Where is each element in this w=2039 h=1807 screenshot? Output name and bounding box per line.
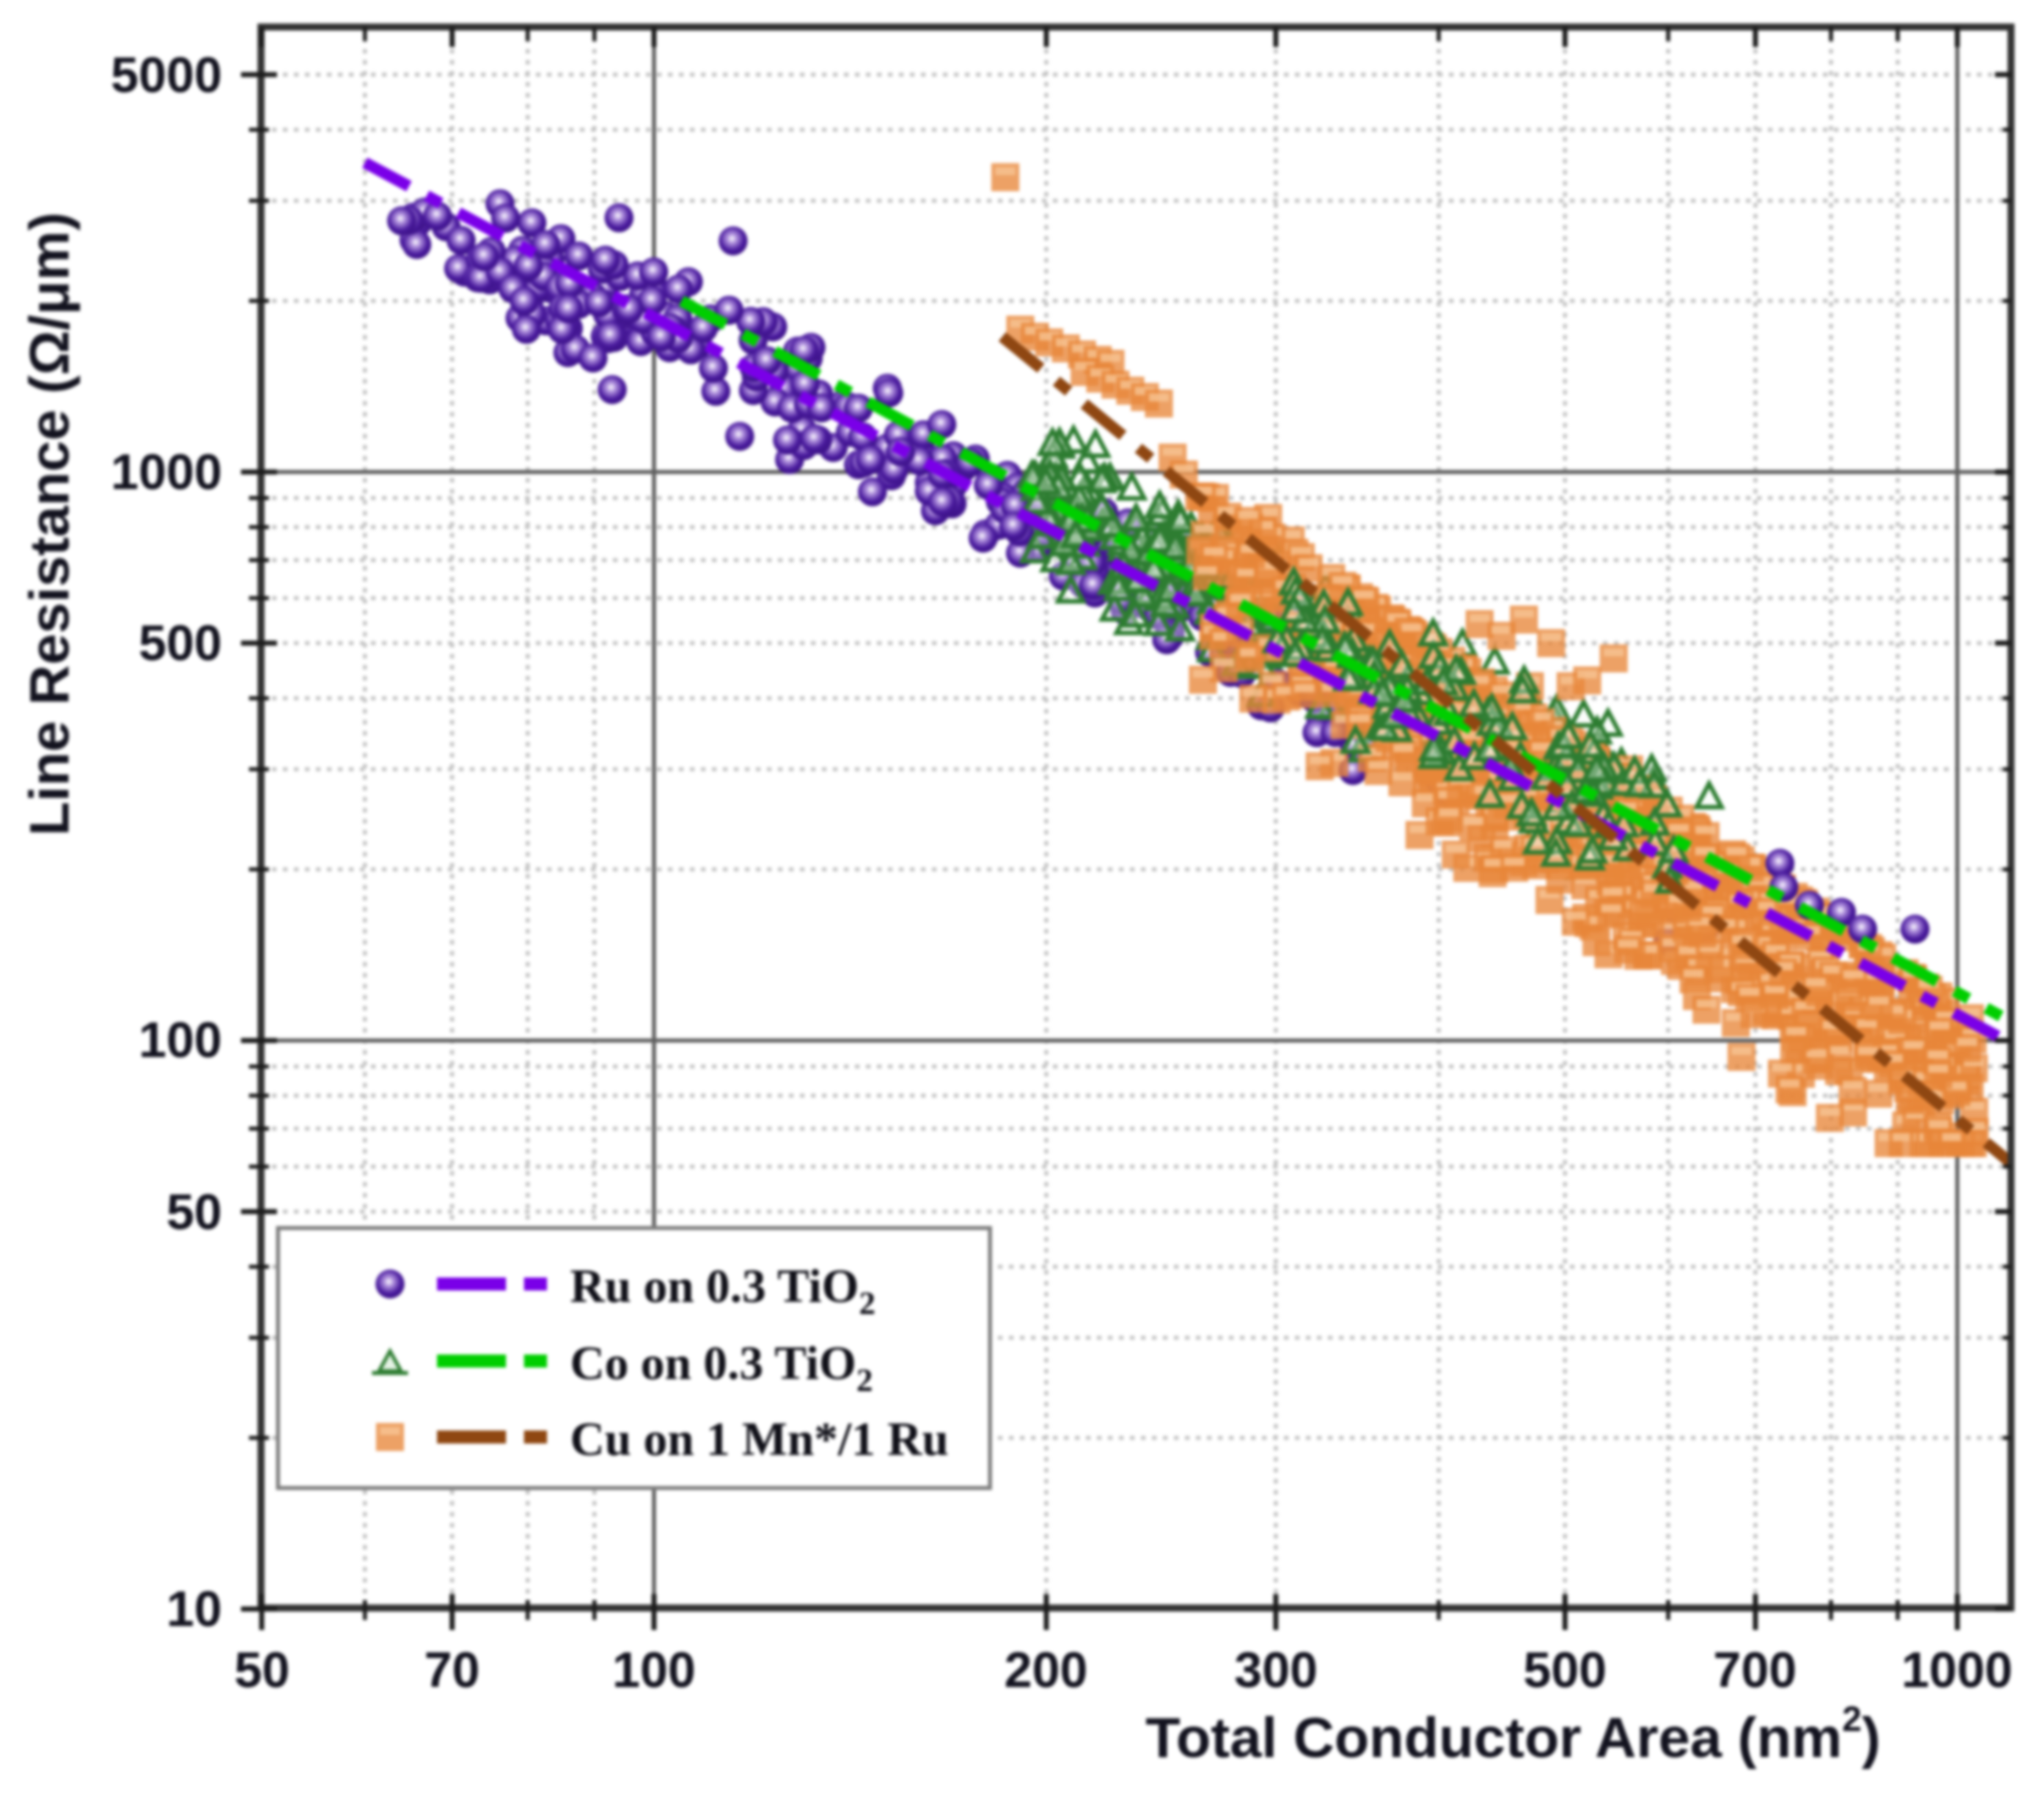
svg-text:Co on 0.3 TiO2: Co on 0.3 TiO2 <box>570 1337 873 1399</box>
svg-text:500: 500 <box>139 615 222 671</box>
svg-text:300: 300 <box>1234 1642 1317 1698</box>
svg-text:100: 100 <box>139 1012 222 1068</box>
svg-text:500: 500 <box>1523 1642 1606 1698</box>
svg-text:1000: 1000 <box>111 444 222 500</box>
svg-text:Total Conductor Area (nm2): Total Conductor Area (nm2) <box>1145 1700 1880 1771</box>
svg-text:50: 50 <box>166 1184 222 1240</box>
svg-text:700: 700 <box>1713 1642 1796 1698</box>
svg-text:5000: 5000 <box>111 47 222 103</box>
svg-text:Ru on 0.3 TiO2: Ru on 0.3 TiO2 <box>570 1260 876 1322</box>
svg-text:Line Resistance (Ω/μm): Line Resistance (Ω/μm) <box>18 212 81 836</box>
svg-text:10: 10 <box>166 1581 222 1637</box>
svg-text:200: 200 <box>1004 1642 1087 1698</box>
svg-text:70: 70 <box>424 1642 480 1698</box>
svg-text:50: 50 <box>234 1642 290 1698</box>
svg-text:100: 100 <box>612 1642 695 1698</box>
svg-text:1000: 1000 <box>1901 1642 2012 1698</box>
svg-text:Cu on 1 Mn*/1 Ru: Cu on 1 Mn*/1 Ru <box>570 1413 949 1466</box>
